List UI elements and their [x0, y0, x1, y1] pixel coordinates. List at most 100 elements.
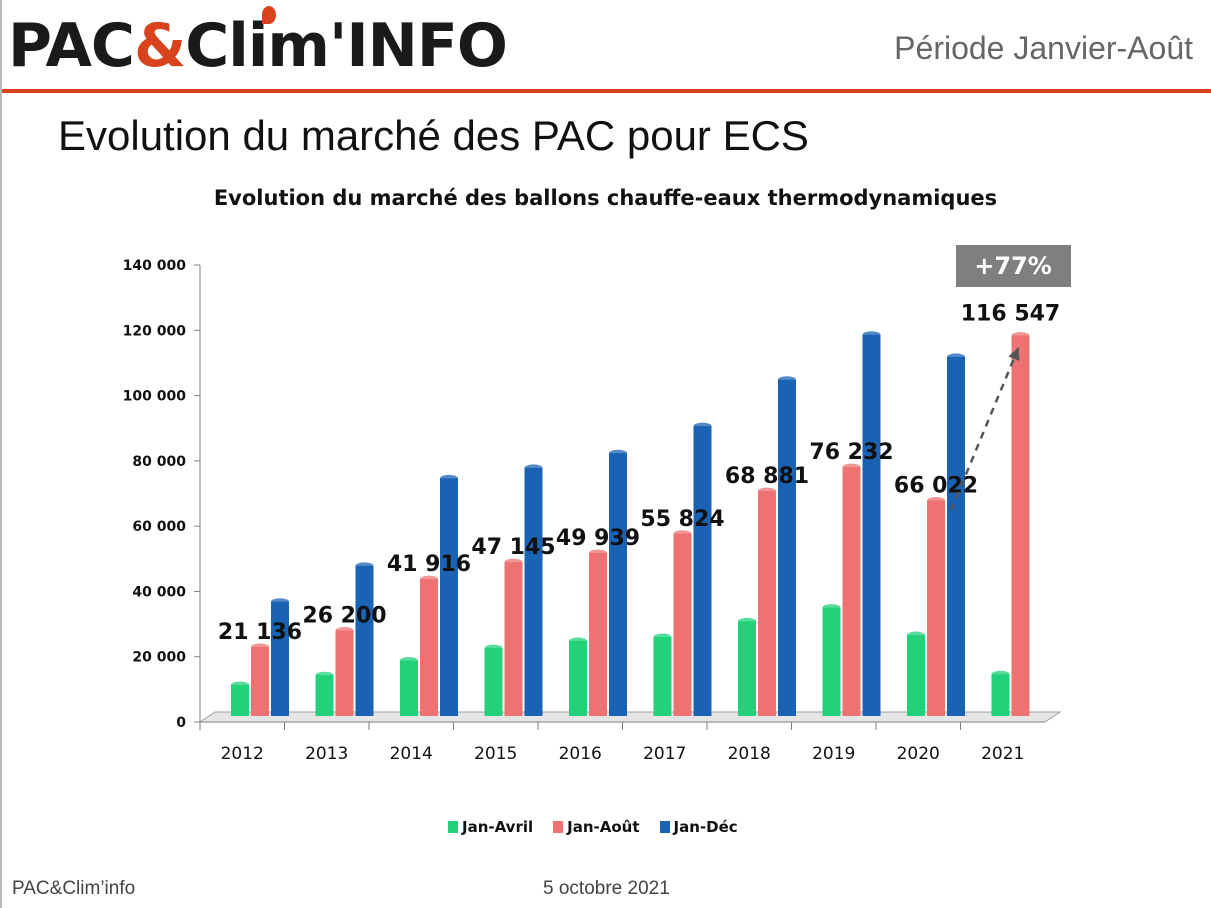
bar-top-janaot-2012	[251, 643, 269, 651]
bar-top-jandc-2016	[609, 449, 627, 457]
x-tick-label: 2014	[390, 744, 433, 764]
bar-top-jandc-2015	[524, 464, 543, 472]
bar-jandc-2013	[355, 565, 374, 716]
y-tick-label: 20 000	[132, 650, 186, 666]
bar-top-janaot-2013	[335, 626, 354, 634]
bar-janaot-2016	[589, 552, 607, 716]
bar-janaot-2021	[1011, 335, 1030, 716]
data-label: 47 145	[471, 535, 555, 560]
bar-janaot-2019	[842, 467, 861, 716]
bar-jandc-2019	[862, 334, 881, 716]
bar-janaot-2017	[673, 533, 692, 716]
bar-janavril-2019	[822, 607, 841, 716]
x-tick-label: 2021	[981, 744, 1024, 764]
legend-item-jan-dec: Jan-Déc	[659, 818, 738, 836]
growth-arrow-line	[949, 347, 1020, 511]
bar-top-janaot-2018	[758, 487, 776, 495]
legend-label-jan-avril: Jan-Avril	[462, 818, 534, 836]
bar-top-janavril-2018	[738, 617, 756, 625]
bar-jandc-2015	[524, 467, 543, 716]
slide-left-border	[0, 0, 2, 908]
slide-title: Evolution du marché des PAC pour ECS	[58, 112, 809, 159]
bar-top-jandc-2020	[947, 353, 965, 361]
legend-item-jan-avril: Jan-Avril	[448, 818, 533, 836]
x-tick-label: 2015	[474, 744, 517, 764]
bar-jandc-2012	[271, 601, 289, 716]
bar-jandc-2020	[947, 356, 965, 716]
bar-top-janavril-2016	[569, 637, 587, 645]
bar-janavril-2020	[907, 635, 925, 716]
y-tick-label: 100 000	[123, 389, 187, 405]
data-label: 116 547	[961, 302, 1061, 327]
bar-top-janaot-2020	[927, 496, 945, 504]
x-tick-label: 2012	[221, 744, 264, 764]
x-tick-label: 2018	[728, 744, 771, 764]
x-tick-label: 2019	[812, 744, 855, 764]
bar-janavril-2015	[484, 648, 503, 716]
x-tick-label: 2020	[897, 744, 940, 764]
logo-accent-mark	[262, 6, 276, 24]
bar-top-janaot-2014	[420, 575, 438, 583]
bar-janaot-2014	[420, 579, 438, 716]
pac-clim-info-logo: PAC&Clim'INFO	[8, 6, 508, 86]
bar-top-janavril-2013	[315, 671, 334, 679]
legend-swatch-jan-avril	[448, 821, 458, 833]
bar-top-janaot-2017	[673, 530, 692, 538]
bar-janaot-2018	[758, 491, 776, 716]
chart-title: Evolution du marché des ballons chauffe-…	[213, 186, 998, 210]
data-label: 76 232	[809, 440, 893, 465]
period-label: Période Janvier-Août	[894, 30, 1193, 66]
legend-swatch-jan-aout	[553, 821, 564, 833]
x-tick-label: 2016	[559, 744, 602, 764]
bar-janavril-2021	[991, 674, 1010, 716]
bar-top-janaot-2016	[589, 549, 607, 557]
bar-top-janavril-2020	[907, 631, 925, 639]
bar-top-jandc-2019	[862, 331, 881, 339]
header-divider	[2, 89, 1211, 93]
bar-top-jandc-2012	[271, 598, 289, 606]
data-label: 41 916	[387, 552, 471, 577]
bar-jandc-2018	[778, 379, 796, 716]
bar-janaot-2013	[335, 630, 354, 716]
y-tick-label: 120 000	[123, 323, 187, 339]
footer-brand: PAC&Clim’info	[12, 878, 136, 899]
bar-top-janavril-2017	[653, 633, 672, 641]
legend-swatch-jan-dec	[659, 821, 670, 833]
bar-janaot-2020	[927, 500, 945, 716]
data-label: 21 136	[218, 620, 302, 645]
y-tick-label: 40 000	[132, 584, 186, 600]
x-tick-label: 2013	[305, 744, 348, 764]
x-tick-label: 2017	[643, 744, 686, 764]
legend-label-jan-aout: Jan-Août	[567, 818, 640, 836]
growth-badge-label: +77%	[974, 252, 1052, 280]
bar-jandc-2017	[693, 426, 712, 716]
bar-top-jandc-2018	[778, 376, 796, 384]
footer-date: 5 octobre 2021	[543, 878, 670, 899]
bar-top-janavril-2019	[822, 604, 841, 612]
bar-top-jandc-2013	[355, 562, 374, 570]
bar-top-janavril-2015	[484, 644, 503, 652]
growth-arrow-head	[1008, 347, 1020, 361]
bar-janavril-2016	[569, 640, 587, 716]
bar-jandc-2016	[609, 453, 627, 716]
y-tick-label: 80 000	[132, 454, 186, 470]
bar-top-janavril-2021	[991, 670, 1010, 678]
data-label: 49 939	[556, 526, 640, 551]
bar-janavril-2013	[315, 675, 334, 716]
bar-janavril-2014	[400, 660, 418, 716]
bar-janavril-2017	[653, 637, 672, 716]
bar-janavril-2018	[738, 621, 756, 716]
bar-janaot-2012	[251, 647, 269, 716]
bar-top-jandc-2017	[693, 422, 712, 430]
data-label: 66 022	[894, 473, 978, 498]
y-tick-label: 60 000	[132, 519, 186, 535]
growth-badge	[956, 245, 1071, 287]
bar-top-janaot-2019	[842, 463, 861, 471]
data-label: 68 881	[725, 464, 809, 489]
bar-janavril-2012	[231, 684, 249, 716]
bar-top-jandc-2014	[440, 474, 458, 482]
legend-item-jan-aout: Jan-Août	[553, 818, 640, 836]
legend-label-jan-dec: Jan-Déc	[673, 818, 738, 836]
bar-top-janavril-2012	[231, 681, 249, 689]
